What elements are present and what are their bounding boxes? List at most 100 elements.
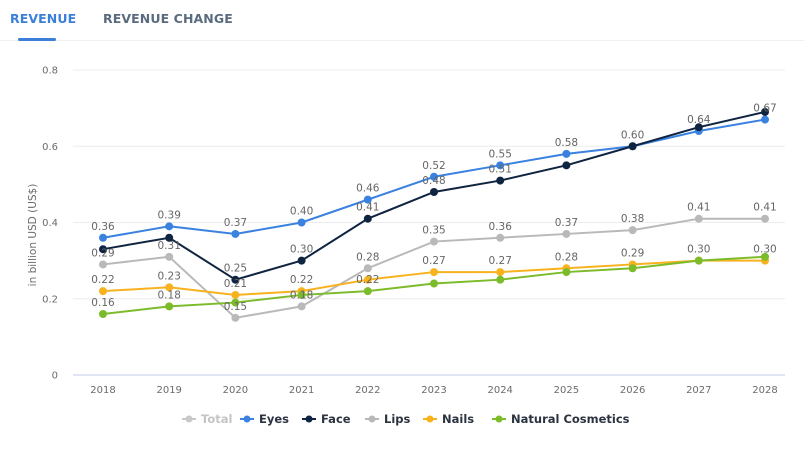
legend-marker-icon [426, 415, 434, 423]
data-point-natural-cosmetics[interactable] [297, 290, 306, 299]
data-point-eyes[interactable] [761, 115, 769, 124]
data-point-nails[interactable] [496, 268, 505, 277]
data-point-lips[interactable] [761, 214, 769, 223]
legend-item-nails[interactable]: Nails [423, 412, 474, 426]
data-point-face[interactable] [628, 142, 637, 151]
legend-item-total[interactable]: Total [182, 412, 232, 426]
data-label-face: 0.25 [224, 263, 247, 275]
data-point-lips[interactable] [99, 260, 107, 269]
data-point-natural-cosmetics[interactable] [363, 287, 372, 296]
data-point-natural-cosmetics[interactable] [165, 302, 174, 311]
data-point-lips[interactable] [562, 229, 571, 238]
data-point-natural-cosmetics[interactable] [562, 268, 571, 277]
tab-bar: REVENUE REVENUE CHANGE [0, 0, 804, 41]
data-label-face: 0.48 [422, 175, 445, 187]
data-point-nails[interactable] [430, 268, 438, 277]
data-point-face[interactable] [562, 161, 571, 170]
data-label-natural-cosmetics: 0.18 [158, 289, 181, 301]
data-point-natural-cosmetics[interactable] [99, 310, 107, 318]
data-label-eyes: 0.40 [290, 206, 313, 218]
data-point-face[interactable] [231, 275, 240, 284]
data-label-lips: 0.36 [489, 221, 513, 233]
data-label-lips: 0.15 [224, 301, 247, 313]
data-point-eyes[interactable] [99, 233, 107, 242]
data-point-face[interactable] [694, 123, 703, 132]
legend-label: Nails [442, 412, 474, 426]
legend: Total Eyes Face Lips Nails Natural Cosmetics [182, 412, 630, 426]
data-point-nails[interactable] [99, 287, 107, 296]
data-label-eyes: 0.64 [687, 114, 711, 126]
y-tick-label: 0.8 [42, 66, 58, 77]
data-point-face[interactable] [363, 214, 372, 223]
data-point-face[interactable] [496, 176, 505, 185]
data-point-lips[interactable] [363, 264, 372, 273]
data-label-eyes: 0.52 [422, 160, 445, 172]
x-tick-label: 2028 [752, 385, 777, 396]
data-point-nails[interactable] [231, 290, 240, 299]
data-label-nails: 0.22 [290, 274, 313, 286]
data-label-eyes: 0.36 [91, 221, 115, 233]
y-axis-label: in billion USD (US$) [27, 184, 39, 287]
legend-label: Total [201, 412, 232, 426]
data-point-natural-cosmetics[interactable] [628, 264, 637, 273]
data-point-lips[interactable] [297, 302, 306, 311]
legend-label: Natural Cosmetics [511, 412, 630, 426]
data-point-eyes[interactable] [363, 195, 372, 204]
data-point-eyes[interactable] [231, 229, 240, 238]
data-label-lips: 0.31 [158, 240, 181, 252]
data-label-lips: 0.28 [356, 251, 379, 263]
data-point-eyes[interactable] [165, 222, 174, 231]
tab-revenue[interactable]: REVENUE [10, 11, 77, 26]
data-point-face[interactable] [99, 245, 107, 254]
data-label-nails: 0.23 [158, 270, 181, 282]
data-point-natural-cosmetics[interactable] [694, 256, 703, 265]
data-point-natural-cosmetics[interactable] [231, 298, 240, 307]
data-label-eyes: 0.55 [489, 148, 512, 160]
data-point-natural-cosmetics[interactable] [496, 275, 505, 284]
data-point-eyes[interactable] [562, 149, 571, 158]
data-point-nails[interactable] [165, 283, 174, 292]
data-label-nails: 0.22 [91, 274, 114, 286]
legend-item-eyes[interactable]: Eyes [240, 412, 289, 426]
x-axis-ticks: 2018 2019 2020 2021 2022 2023 2024 2025 2026 2027… [90, 385, 777, 396]
x-tick-label: 2025 [554, 385, 579, 396]
x-tick-label: 2019 [156, 385, 181, 396]
grid-lines [73, 69, 785, 376]
data-point-lips[interactable] [694, 214, 703, 223]
data-point-lips[interactable] [165, 252, 174, 261]
legend-item-lips[interactable]: Lips [365, 412, 411, 426]
legend-label: Lips [384, 412, 411, 426]
data-label-natural-cosmetics: 0.22 [356, 274, 379, 286]
data-point-lips[interactable] [430, 237, 438, 246]
series-lines [99, 107, 769, 322]
data-label-nails: 0.30 [753, 244, 776, 256]
data-point-eyes[interactable] [430, 172, 438, 181]
x-tick-label: 2021 [289, 385, 314, 396]
data-point-face[interactable] [165, 233, 174, 242]
data-point-lips[interactable] [231, 313, 240, 322]
data-point-eyes[interactable] [496, 161, 505, 170]
data-point-lips[interactable] [628, 226, 637, 235]
data-point-lips[interactable] [496, 233, 505, 242]
tab-revenue-change[interactable]: REVENUE CHANGE [103, 11, 233, 26]
data-point-natural-cosmetics[interactable] [430, 279, 438, 288]
data-label-nails: 0.30 [687, 244, 710, 256]
data-label-lips: 0.29 [91, 247, 114, 259]
data-point-face[interactable] [297, 256, 306, 265]
y-tick-label: 0.2 [42, 294, 58, 305]
data-point-natural-cosmetics[interactable] [761, 252, 769, 261]
legend-item-natural-cosmetics[interactable]: Natural Cosmetics [492, 412, 630, 426]
data-label-nails: 0.27 [422, 255, 445, 267]
data-label-face: 0.41 [356, 202, 379, 214]
data-label-lips: 0.37 [555, 217, 578, 229]
data-point-eyes[interactable] [297, 218, 306, 227]
data-point-nails[interactable] [363, 275, 372, 284]
data-point-face[interactable] [761, 107, 769, 116]
legend-item-face[interactable]: Face [302, 412, 351, 426]
data-label-lips: 0.41 [687, 202, 710, 214]
data-label-eyes: 0.46 [356, 183, 380, 195]
x-tick-label: 2020 [223, 385, 248, 396]
data-point-face[interactable] [430, 188, 438, 196]
legend-label: Face [321, 412, 351, 426]
